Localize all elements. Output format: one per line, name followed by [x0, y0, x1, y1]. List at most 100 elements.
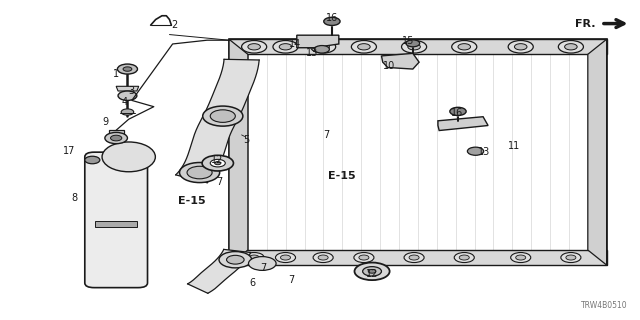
Circle shape — [351, 41, 376, 53]
Text: FR.: FR. — [575, 19, 596, 28]
Circle shape — [117, 64, 138, 74]
Text: 16: 16 — [326, 13, 338, 23]
Circle shape — [515, 44, 527, 50]
Circle shape — [219, 252, 252, 268]
Polygon shape — [229, 250, 607, 265]
Text: 8: 8 — [71, 193, 77, 203]
Text: 7: 7 — [323, 130, 330, 140]
Text: E-15: E-15 — [178, 196, 205, 206]
Circle shape — [313, 252, 333, 262]
Text: 11: 11 — [508, 141, 520, 151]
Text: 7: 7 — [216, 177, 223, 187]
Polygon shape — [229, 39, 248, 265]
Circle shape — [408, 44, 420, 50]
Circle shape — [406, 40, 420, 47]
Text: 2: 2 — [172, 20, 178, 30]
Polygon shape — [176, 59, 259, 183]
Circle shape — [121, 109, 134, 115]
Circle shape — [454, 252, 474, 262]
Text: 1: 1 — [113, 69, 119, 79]
Circle shape — [508, 41, 533, 53]
Circle shape — [458, 44, 470, 50]
Circle shape — [566, 255, 576, 260]
Text: 13: 13 — [478, 147, 490, 156]
Circle shape — [511, 252, 531, 262]
Circle shape — [280, 255, 291, 260]
Polygon shape — [297, 35, 339, 48]
Ellipse shape — [102, 142, 156, 172]
Circle shape — [409, 255, 419, 260]
Circle shape — [558, 41, 584, 53]
Polygon shape — [116, 86, 139, 91]
Text: 13: 13 — [307, 48, 319, 58]
Circle shape — [318, 255, 328, 260]
Circle shape — [211, 159, 225, 167]
Circle shape — [248, 44, 260, 50]
Text: 16: 16 — [451, 108, 463, 118]
Polygon shape — [188, 249, 251, 293]
Circle shape — [561, 252, 581, 262]
Polygon shape — [438, 117, 488, 131]
Circle shape — [118, 91, 137, 100]
Circle shape — [179, 163, 220, 183]
Circle shape — [450, 107, 466, 116]
Circle shape — [275, 252, 296, 262]
Circle shape — [314, 45, 330, 53]
Circle shape — [368, 269, 376, 273]
Polygon shape — [588, 39, 607, 265]
Circle shape — [354, 252, 374, 262]
Circle shape — [363, 267, 381, 276]
Circle shape — [242, 41, 267, 53]
Circle shape — [564, 44, 577, 50]
Circle shape — [467, 147, 484, 155]
Circle shape — [210, 110, 236, 122]
Circle shape — [404, 252, 424, 262]
Circle shape — [203, 106, 243, 126]
Circle shape — [123, 67, 132, 71]
Circle shape — [460, 255, 469, 260]
Polygon shape — [248, 54, 588, 250]
Circle shape — [105, 132, 127, 144]
Circle shape — [244, 252, 264, 262]
Text: 7: 7 — [260, 263, 267, 273]
Text: 5: 5 — [243, 135, 249, 145]
Text: 12: 12 — [211, 155, 223, 165]
Polygon shape — [229, 39, 607, 265]
Circle shape — [85, 156, 100, 164]
Text: 15: 15 — [402, 36, 414, 46]
Circle shape — [187, 166, 212, 179]
Circle shape — [516, 255, 525, 260]
Text: 3: 3 — [129, 86, 135, 96]
Circle shape — [214, 162, 221, 165]
Circle shape — [317, 44, 330, 50]
Circle shape — [279, 44, 292, 50]
Circle shape — [452, 41, 477, 53]
Text: TRW4B0510: TRW4B0510 — [580, 301, 627, 310]
Text: E-15: E-15 — [328, 171, 356, 181]
Text: 9: 9 — [102, 117, 109, 127]
Circle shape — [227, 255, 244, 264]
Circle shape — [358, 44, 370, 50]
Text: 12: 12 — [366, 268, 378, 278]
Text: 17: 17 — [63, 146, 76, 156]
Text: 14: 14 — [289, 39, 301, 49]
Text: 7: 7 — [289, 275, 295, 285]
Circle shape — [273, 41, 298, 53]
Circle shape — [111, 135, 122, 141]
Polygon shape — [109, 130, 124, 136]
Polygon shape — [95, 221, 137, 228]
Polygon shape — [229, 39, 607, 54]
Text: 10: 10 — [383, 61, 395, 71]
Circle shape — [359, 255, 369, 260]
Circle shape — [355, 262, 390, 280]
Polygon shape — [381, 53, 419, 69]
Text: 4: 4 — [121, 97, 127, 107]
Circle shape — [202, 155, 234, 171]
Circle shape — [249, 255, 259, 260]
FancyBboxPatch shape — [84, 152, 148, 288]
Circle shape — [324, 17, 340, 26]
Text: 6: 6 — [250, 278, 256, 288]
Circle shape — [401, 41, 427, 53]
Circle shape — [310, 41, 336, 53]
Circle shape — [248, 257, 276, 270]
